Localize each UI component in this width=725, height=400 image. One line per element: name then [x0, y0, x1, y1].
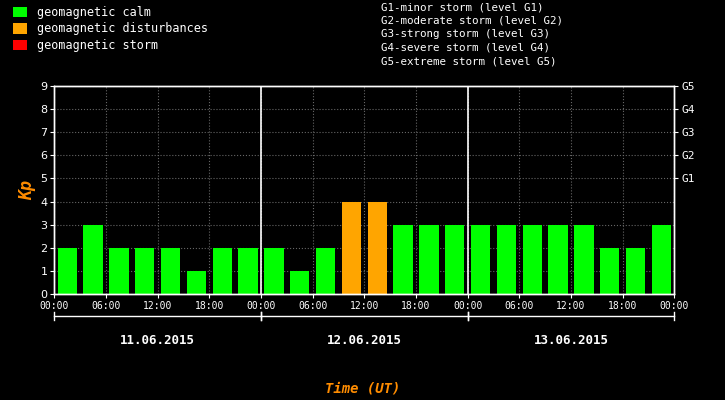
Bar	[264, 248, 283, 294]
Bar	[548, 225, 568, 294]
Bar	[445, 225, 465, 294]
Bar	[419, 225, 439, 294]
Bar	[523, 225, 542, 294]
Bar	[161, 248, 181, 294]
Bar	[368, 202, 387, 294]
Bar	[394, 225, 413, 294]
Bar	[135, 248, 154, 294]
Bar	[83, 225, 103, 294]
Y-axis label: Kp: Kp	[18, 180, 36, 200]
Text: 13.06.2015: 13.06.2015	[534, 334, 608, 347]
Bar	[652, 225, 671, 294]
Text: 11.06.2015: 11.06.2015	[120, 334, 195, 347]
Text: Time (UT): Time (UT)	[325, 382, 400, 396]
Bar	[109, 248, 128, 294]
Bar	[471, 225, 490, 294]
Bar	[290, 271, 310, 294]
Bar	[316, 248, 335, 294]
Bar	[497, 225, 516, 294]
Bar	[212, 248, 232, 294]
Legend: geomagnetic calm, geomagnetic disturbances, geomagnetic storm: geomagnetic calm, geomagnetic disturbanc…	[13, 6, 208, 52]
Text: 12.06.2015: 12.06.2015	[327, 334, 402, 347]
Bar	[187, 271, 206, 294]
Bar	[57, 248, 77, 294]
Text: G1-minor storm (level G1)
G2-moderate storm (level G2)
G3-strong storm (level G3: G1-minor storm (level G1) G2-moderate st…	[381, 2, 563, 66]
Bar	[341, 202, 361, 294]
Bar	[574, 225, 594, 294]
Bar	[239, 248, 258, 294]
Bar	[626, 248, 645, 294]
Bar	[600, 248, 619, 294]
